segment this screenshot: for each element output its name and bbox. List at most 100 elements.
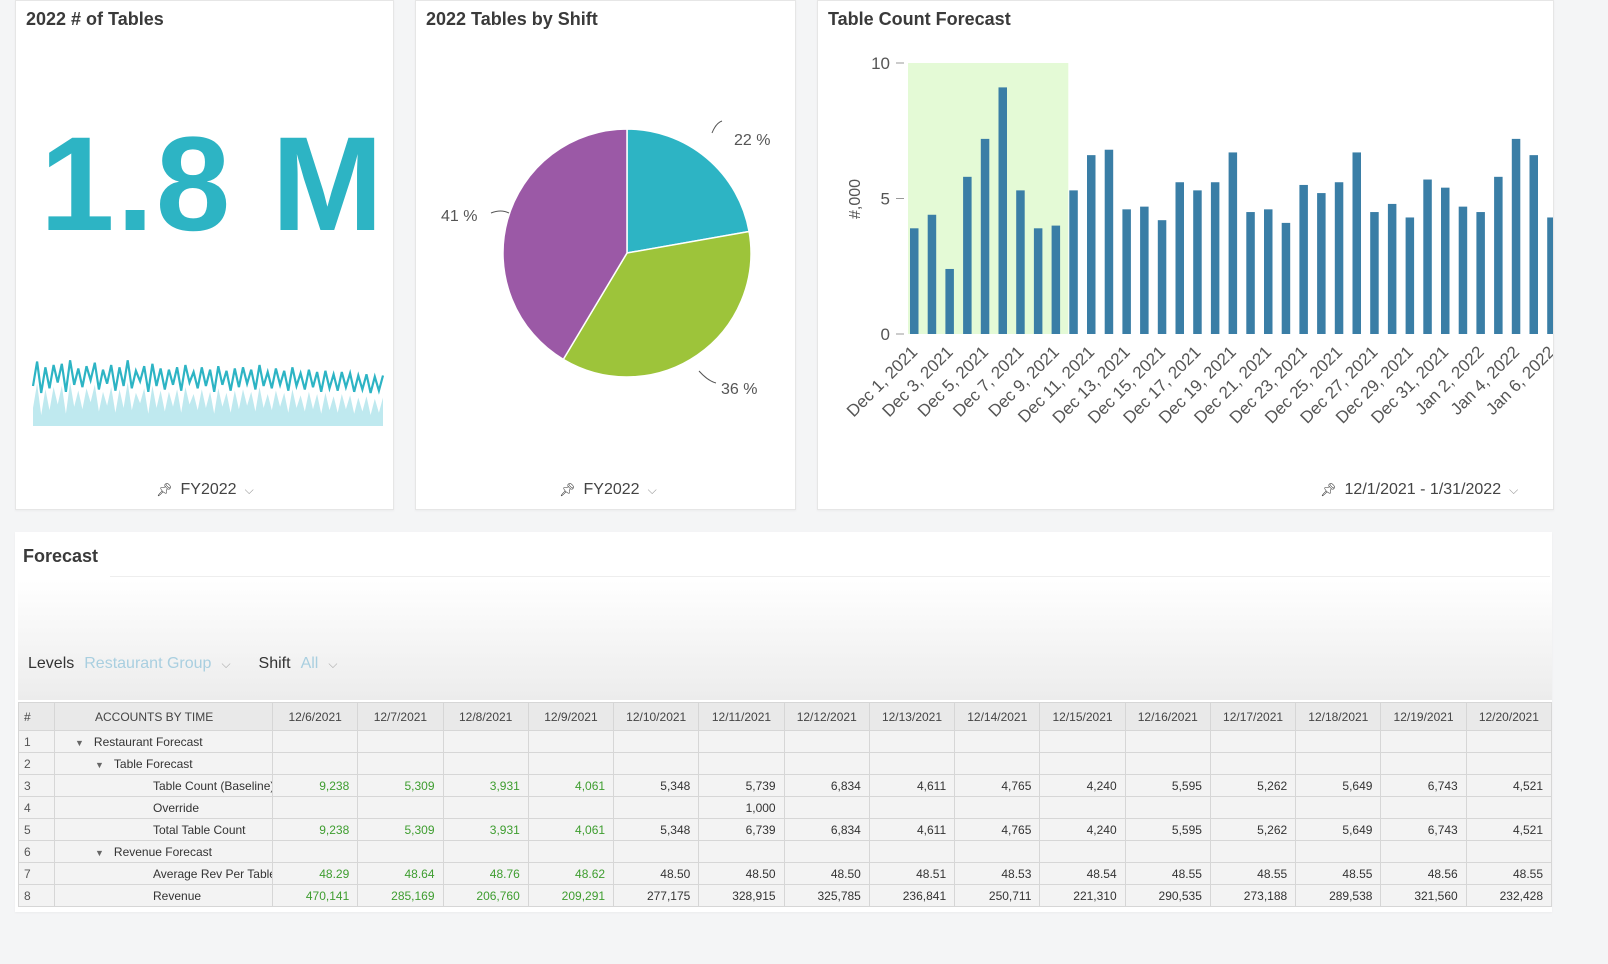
bar[interactable]	[1387, 203, 1397, 334]
bar[interactable]	[1246, 212, 1255, 334]
grid-cell[interactable]	[954, 796, 1041, 819]
grid-cell[interactable]: 206,760	[442, 884, 529, 907]
bar[interactable]	[1547, 217, 1553, 334]
bar[interactable]	[1175, 182, 1185, 334]
grid-cell[interactable]	[613, 840, 700, 863]
table-row[interactable]: 3 Table Count (Baseline) 9,238 5,309 3,931 4,…	[18, 774, 1553, 797]
caret-down-icon[interactable]: ▼	[95, 759, 104, 770]
grid-cell[interactable]: 48.55	[1465, 862, 1553, 885]
grid-cell[interactable]: 48.56	[1380, 862, 1467, 885]
grid-cell[interactable]	[271, 730, 359, 753]
grid-date-header[interactable]: 12/10/2021	[613, 702, 700, 731]
table-row[interactable]: 2 ▼ Table Forecast	[18, 752, 1553, 775]
grid-cell[interactable]	[1124, 752, 1211, 775]
forecast-chart-filter[interactable]: 📌︎ 12/1/2021 - 1/31/2022 ⌵	[1320, 481, 1518, 499]
grid-date-header[interactable]: 12/8/2021	[442, 702, 529, 731]
grid-cell[interactable]: 5,595	[1124, 774, 1211, 797]
grid-cell[interactable]	[357, 752, 444, 775]
grid-date-header[interactable]: 12/9/2021	[527, 702, 615, 731]
grid-cell[interactable]	[1039, 840, 1126, 863]
bar[interactable]	[1299, 184, 1308, 334]
grid-cell[interactable]: 48.50	[698, 862, 785, 885]
grid-cell[interactable]: 9,238	[271, 774, 359, 797]
grid-cell[interactable]	[442, 840, 529, 863]
grid-cell[interactable]: 48.29	[271, 862, 359, 885]
grid-cell[interactable]	[783, 730, 870, 753]
grid-cell[interactable]	[357, 840, 444, 863]
grid-cell[interactable]: 277,175	[613, 884, 700, 907]
grid-cell[interactable]	[1465, 752, 1553, 775]
bar[interactable]	[1210, 182, 1220, 334]
grid-cell[interactable]: 4,061	[527, 818, 615, 841]
grid-cell[interactable]: 6,739	[698, 818, 785, 841]
grid-cell[interactable]: 4,611	[868, 774, 956, 797]
table-row[interactable]: 5 Total Table Count 9,238 5,309 3,931 4,061 5,…	[18, 818, 1553, 841]
grid-date-header[interactable]: 12/20/2021	[1465, 702, 1553, 731]
bar[interactable]	[1458, 206, 1468, 334]
grid-cell[interactable]	[271, 752, 359, 775]
grid-cell[interactable]: 289,538	[1295, 884, 1382, 907]
grid-cell[interactable]: 5,262	[1209, 774, 1297, 797]
grid-cell[interactable]: 232,428	[1465, 884, 1553, 907]
grid-cell[interactable]	[1039, 730, 1126, 753]
grid-cell[interactable]: 48.51	[868, 862, 956, 885]
bar[interactable]	[998, 87, 1008, 334]
grid-cell[interactable]: 6,743	[1380, 818, 1467, 841]
grid-cell[interactable]	[357, 796, 444, 819]
bar[interactable]	[1193, 190, 1202, 334]
grid-cell[interactable]	[1465, 796, 1553, 819]
grid-date-header[interactable]: 12/17/2021	[1209, 702, 1297, 731]
grid-date-header[interactable]: 12/6/2021	[271, 702, 359, 731]
grid-cell[interactable]	[527, 730, 615, 753]
grid-cell[interactable]: 6,834	[783, 774, 870, 797]
bar[interactable]	[1441, 187, 1450, 334]
grid-cell[interactable]	[1124, 730, 1211, 753]
grid-date-header[interactable]: 12/7/2021	[357, 702, 444, 731]
grid-cell[interactable]: 290,535	[1124, 884, 1211, 907]
chevron-down-icon[interactable]: ⌵	[328, 656, 338, 671]
grid-cell[interactable]	[698, 752, 785, 775]
grid-date-header[interactable]: 12/14/2021	[954, 702, 1041, 731]
grid-cell[interactable]	[698, 840, 785, 863]
grid-cell[interactable]	[442, 752, 529, 775]
grid-cell[interactable]: 250,711	[954, 884, 1041, 907]
row-account[interactable]: Override	[54, 796, 273, 819]
bar[interactable]	[1476, 212, 1485, 334]
bar[interactable]	[1087, 155, 1096, 334]
row-account[interactable]: ▼ Restaurant Forecast	[54, 730, 273, 753]
grid-cell[interactable]: 48.54	[1039, 862, 1126, 885]
grid-cell[interactable]	[442, 796, 529, 819]
grid-cell[interactable]	[1039, 752, 1126, 775]
pie-slice-22[interactable]	[626, 128, 750, 254]
grid-cell[interactable]: 209,291	[527, 884, 615, 907]
levels-select[interactable]: Restaurant Group	[84, 655, 212, 672]
grid-cell[interactable]: 325,785	[783, 884, 870, 907]
grid-cell[interactable]	[1380, 752, 1467, 775]
grid-cell[interactable]	[1209, 840, 1297, 863]
bar[interactable]	[1317, 193, 1326, 334]
bar[interactable]	[1264, 209, 1273, 334]
shift-select[interactable]: All	[300, 655, 319, 672]
bar[interactable]	[1033, 228, 1043, 334]
grid-cell[interactable]	[954, 840, 1041, 863]
row-account[interactable]: Table Count (Baseline)	[54, 774, 273, 797]
bar[interactable]	[1423, 179, 1432, 334]
grid-date-header[interactable]: 12/16/2021	[1124, 702, 1211, 731]
grid-cell[interactable]: 5,309	[357, 774, 444, 797]
pie-slice-36[interactable]	[562, 230, 752, 378]
grid-cell[interactable]	[783, 752, 870, 775]
bar[interactable]	[963, 176, 972, 334]
pie-slice-41[interactable]	[502, 128, 628, 361]
row-account[interactable]: ▼ Revenue Forecast	[54, 840, 273, 863]
bar[interactable]	[1529, 155, 1539, 334]
grid-cell[interactable]	[357, 730, 444, 753]
table-row[interactable]: 1 ▼ Restaurant Forecast	[18, 730, 1553, 753]
grid-cell[interactable]	[271, 796, 359, 819]
grid-cell[interactable]	[1465, 730, 1553, 753]
grid-cell[interactable]	[613, 730, 700, 753]
grid-cell[interactable]: 1,000	[698, 796, 785, 819]
grid-cell[interactable]: 5,309	[357, 818, 444, 841]
grid-cell[interactable]: 321,560	[1380, 884, 1467, 907]
grid-cell[interactable]: 5,649	[1295, 818, 1382, 841]
grid-cell[interactable]: 9,238	[271, 818, 359, 841]
